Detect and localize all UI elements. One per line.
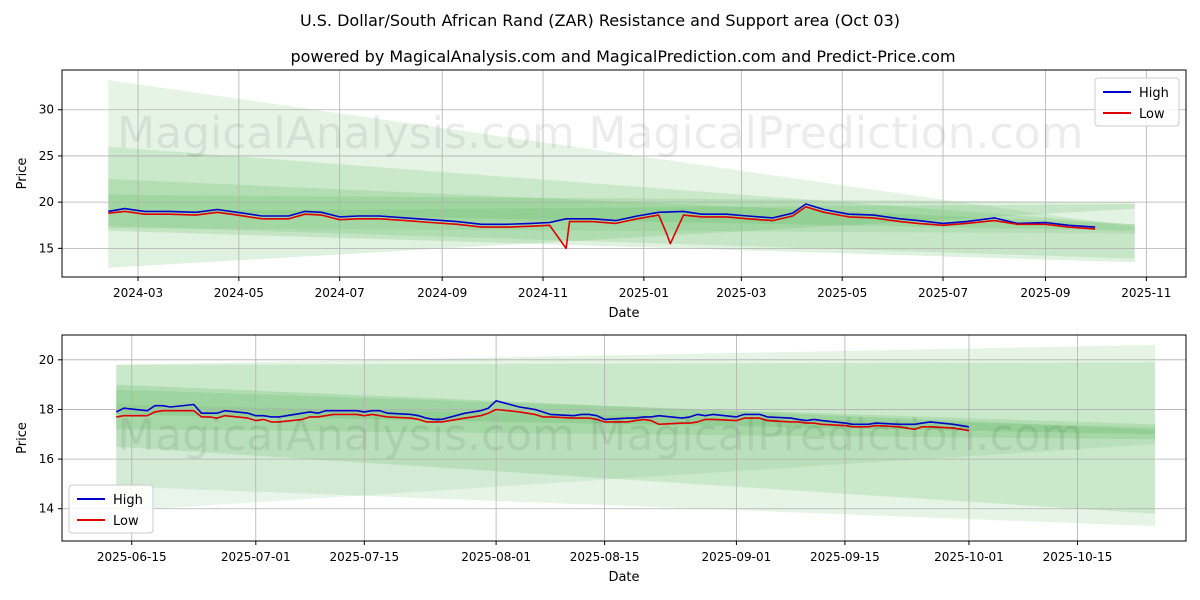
legend-label-high: High [113, 493, 143, 508]
series-line-high [115, 399, 970, 428]
x-tick-label-3: 2025-08-01 [461, 550, 531, 564]
x-tick-label-7: 2025-05 [817, 286, 867, 300]
x-tick-label-0: 2024-03 [113, 286, 163, 300]
x-tick-label-4: 2024-11 [518, 286, 568, 300]
series-line-low [108, 206, 1096, 250]
x-tick-label-1: 2024-05 [214, 286, 264, 300]
legend: High Low [1094, 77, 1180, 127]
x-tick-label-8: 2025-07 [918, 286, 968, 300]
x-tick-label-10: 2025-11 [1121, 286, 1171, 300]
x-tick-label-8: 2025-10-15 [1043, 550, 1113, 564]
y-tick-label-2: 25 [39, 149, 54, 163]
band-5 [108, 203, 1135, 259]
series-line-low [116, 408, 970, 432]
band-1 [116, 344, 1155, 527]
x-tick-label-3: 2024-09 [417, 286, 467, 300]
band-1 [108, 80, 1135, 234]
legend-label-high: High [1139, 86, 1169, 101]
plot-frame [61, 69, 1187, 278]
x-axis-label: Date [608, 570, 639, 585]
watermark-2: MagicalPrediction.com [589, 410, 1084, 461]
y-tick-label-1: 20 [39, 195, 54, 209]
watermark-2: MagicalPrediction.com [589, 108, 1084, 159]
x-tick-label-6: 2025-03 [716, 286, 766, 300]
legend-label-low: Low [113, 514, 139, 529]
x-tick-label-1: 2025-07-01 [221, 550, 291, 564]
x-tick-label-4: 2025-08-15 [570, 550, 640, 564]
watermark-1: MagicalAnalysis.com [117, 108, 575, 159]
y-axis-label: Price [15, 422, 30, 454]
y-tick-label-3: 20 [39, 353, 54, 367]
band-2 [116, 362, 1155, 514]
x-tick-label-0: 2025-06-15 [97, 550, 167, 564]
bottom-chart: MagicalAnalysis.com MagicalPrediction.com… [15, 334, 1187, 585]
plot-area [62, 70, 1186, 277]
y-axis-label: Price [15, 158, 30, 190]
figure-title: U.S. Dollar/South African Rand (ZAR) Res… [300, 11, 900, 30]
x-tick-label-2: 2025-07-15 [329, 550, 399, 564]
x-tick-label-6: 2025-09-15 [810, 550, 880, 564]
y-tick-label-1: 16 [39, 452, 54, 466]
x-tick-label-9: 2025-09 [1020, 286, 1070, 300]
x-tick-label-5: 2025-01 [619, 286, 669, 300]
y-tick-label-2: 18 [39, 402, 54, 416]
x-tick-label-5: 2025-09-01 [702, 550, 772, 564]
band-2 [108, 146, 1135, 263]
band-5 [116, 404, 1155, 512]
watermark-1: MagicalAnalysis.com [117, 410, 575, 461]
y-tick-label-3: 30 [39, 103, 54, 117]
top-chart: MagicalAnalysis.com MagicalPrediction.com… [15, 69, 1187, 321]
series-line-high [108, 203, 1096, 228]
y-tick-label-0: 14 [39, 502, 54, 516]
legend-label-low: Low [1139, 107, 1165, 122]
x-tick-label-7: 2025-10-01 [934, 550, 1004, 564]
plot-frame [61, 334, 1187, 542]
figure-subtitle: powered by MagicalAnalysis.com and Magic… [290, 47, 955, 66]
x-tick-label-2: 2024-07 [315, 286, 365, 300]
plot-area [62, 335, 1186, 541]
legend: High Low [68, 484, 154, 534]
x-axis-label: Date [608, 306, 639, 321]
band-3 [108, 194, 1135, 268]
y-tick-label-0: 15 [39, 241, 54, 255]
